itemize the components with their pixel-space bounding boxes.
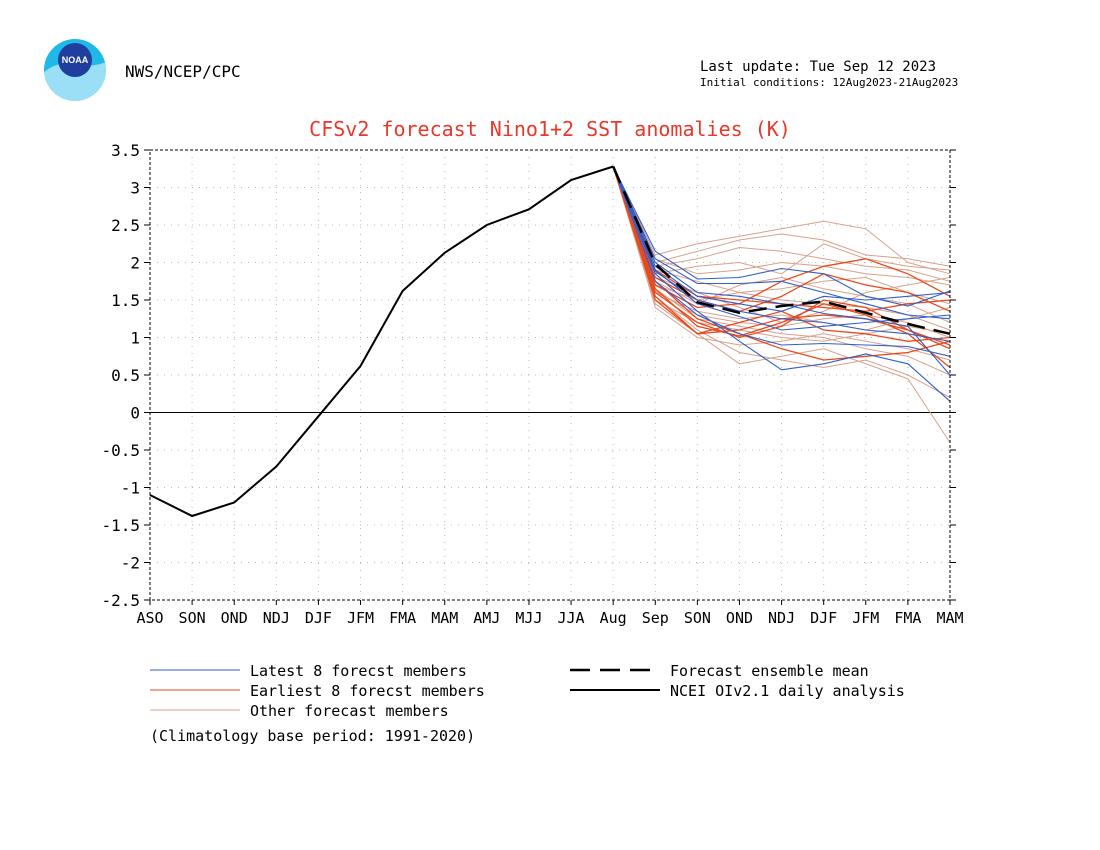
grid [150,150,950,600]
legend-mean-label: Forecast ensemble mean [670,662,869,680]
noaa-logo-wave [44,62,106,101]
other-member-line [612,166,951,267]
x-tick-label: FMA [894,609,921,627]
observed-line [149,165,614,518]
other-member-line [612,166,951,342]
other-member-line [612,166,951,323]
y-tick-labels: 3.5 3 2.5 2 1.5 1 0.5 0 -0.5 -1 -1.5 -2 -2.5 [101,141,140,610]
x-tick-label: OND [726,609,753,627]
y-tick-label: 2 [130,254,140,273]
x-tick-label: Aug [600,609,627,627]
earliest-member-line [612,166,951,350]
legend-observed-label: NCEI OIv2.1 daily analysis [670,682,905,700]
latest-member-line [612,166,951,307]
earliest-member-line [612,166,951,361]
x-tick-labels: ASO SON OND NDJ DJF JFM FMA MAM AMJ MJJ JJA Aug Sep S… [136,609,963,627]
noaa-logo-inner-circle [58,43,92,77]
latest-member-line [612,166,951,320]
latest-member-line [612,166,951,402]
main-lines [149,165,951,518]
x-tick-label: NDJ [263,609,290,627]
x-tick-label: ASO [136,609,163,627]
x-tick-label: OND [221,609,248,627]
noaa-logo-text: NOAA [62,55,89,65]
y-tick-label: 1.5 [111,291,140,310]
other-member-line [612,166,951,305]
y-tick-label: 2.5 [111,216,140,235]
other-member-line [612,166,951,275]
y-tick-label: 0 [130,404,140,423]
axes [144,149,956,605]
legend-latest-label: Latest 8 forecst members [250,662,467,680]
other-member-line [612,166,951,331]
last-update-label: Last update: Tue Sep 12 2023 [700,59,936,75]
latest-member-line [612,166,951,342]
latest-member-line [612,166,951,376]
x-tick-label: DJF [810,609,837,627]
other-member-line [612,166,951,443]
x-tick-label: NDJ [768,609,795,627]
x-tick-label: JFM [347,609,374,627]
other-member-line [612,166,951,286]
chart-title: CFSv2 forecast Nino1+2 SST anomalies (K) [309,117,791,141]
earliest-member-line [612,166,951,312]
y-tick-label: -0.5 [101,441,140,460]
y-tick-label: 3.5 [111,141,140,160]
legend-earliest-label: Earliest 8 forecst members [250,682,485,700]
latest-member-line [612,166,951,357]
other-member-line [612,166,951,275]
initial-conditions-label: Initial conditions: 12Aug2023-21Aug2023 [700,76,958,89]
noaa-logo: NOAA [44,39,106,101]
y-tick-label: -2 [121,554,140,573]
org-label: NWS/NCEP/CPC [125,62,241,81]
y-tick-label: -1.5 [101,516,140,535]
y-tick-label: -2.5 [101,591,140,610]
ensemble-mean-line [612,166,951,336]
y-tick-label: 1 [130,329,140,348]
x-tick-label: FMA [389,609,416,627]
legend-other-label: Other forecast members [250,702,449,720]
forecast-members [612,166,951,443]
x-tick-label: SON [179,609,206,627]
y-tick-label: -1 [121,479,140,498]
x-tick-label: Sep [642,609,669,627]
x-tick-label: MJJ [515,609,542,627]
x-tick-label: SON [684,609,711,627]
x-tick-label: MAM [936,609,963,627]
climatology-note: (Climatology base period: 1991-2020) [150,727,475,745]
x-tick-label: JJA [558,609,585,627]
x-tick-label: DJF [305,609,332,627]
legend: Latest 8 forecst members Earliest 8 fore… [150,662,905,745]
y-tick-label: 3 [130,179,140,198]
earliest-member-line [612,166,951,369]
y-tick-label: 0.5 [111,366,140,385]
x-tick-label: MAM [431,609,458,627]
x-tick-label: AMJ [473,609,500,627]
x-tick-label: JFM [852,609,879,627]
